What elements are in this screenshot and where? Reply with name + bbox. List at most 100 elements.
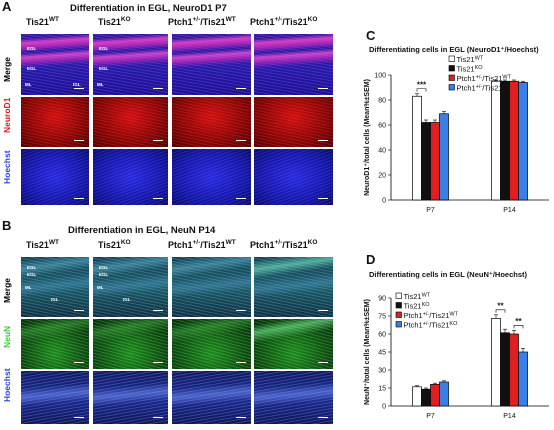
- panel-b-row-label-neun: NeuN: [2, 325, 12, 348]
- ml-label: ML: [97, 285, 104, 290]
- panel-b-column-1: Tis21WT: [26, 239, 59, 250]
- scale-bar: [318, 309, 328, 311]
- egl-label: EGL: [27, 265, 37, 270]
- y-tick-label: 45: [378, 350, 386, 357]
- panel-b-image-merge-1: EGL EGL ML IGL: [20, 256, 90, 318]
- panel-b-image-hoechst-3: [171, 370, 252, 425]
- y-axis-label: NeuroD1⁺/total cells (Mean%±SEM): [363, 79, 371, 196]
- bar: [500, 332, 510, 407]
- bar: [412, 386, 422, 407]
- y-tick-label: 15: [378, 386, 386, 393]
- panel-a-image-merge-3: [171, 33, 252, 96]
- y-tick-label: 90: [378, 296, 386, 303]
- legend-label: Ptch1+/-/Tis21WT: [457, 74, 512, 83]
- scale-bar: [236, 361, 246, 363]
- significance-bracket: [513, 325, 524, 329]
- bar: [491, 80, 501, 201]
- panel-a-column-1: Tis21WT: [26, 16, 59, 27]
- scale-bar: [153, 139, 163, 141]
- panel-b-image-hoechst-4: [253, 370, 334, 425]
- panel-a-image-merge-2: EGL EGL ML: [92, 33, 169, 96]
- bar: [439, 113, 449, 201]
- panel-a-image-neurod1-4: [253, 96, 334, 148]
- scale-bar: [236, 87, 246, 89]
- panel-b-column-3: Ptch1+/-/Tis21WT: [168, 239, 236, 250]
- panel-a-image-hoechst-2: [92, 148, 169, 206]
- bar: [509, 80, 519, 201]
- egl-label: EGL: [27, 66, 37, 71]
- legend-swatch: [448, 74, 455, 81]
- egl-label: EGL: [99, 46, 109, 51]
- panel-b-image-neun-1: [20, 318, 90, 370]
- panel-a-image-merge-4: [253, 33, 334, 96]
- y-tick-label: 75: [378, 314, 386, 321]
- panel-a-image-hoechst-4: [253, 148, 334, 206]
- bar: [439, 381, 449, 407]
- legend-label: Ptch1+/-/Tis21KO: [404, 321, 459, 330]
- panel-b-image-neun-2: [92, 318, 169, 370]
- igl-label: IGL: [123, 297, 131, 302]
- panel-b-image-merge-4: [253, 256, 334, 318]
- panel-a-column-4: Ptch1+/-/Tis21KO: [250, 16, 318, 27]
- panel-a-image-neurod1-1: [20, 96, 90, 148]
- igl-label: IGL: [73, 82, 81, 87]
- bar: [518, 82, 528, 201]
- y-tick-label: 60: [378, 123, 386, 130]
- y-tick-label: 80: [378, 98, 386, 105]
- legend-swatch: [448, 65, 455, 72]
- bar: [430, 122, 440, 201]
- legend-swatch: [448, 55, 455, 62]
- egl-label: EGL: [27, 272, 37, 277]
- egl-label: EGL: [99, 265, 109, 270]
- panel-a-title: Differentiation in EGL, NeuroD1 P7: [70, 3, 227, 14]
- panel-a-row-label-hoechst: Hoechst: [2, 150, 12, 184]
- scale-bar: [318, 139, 328, 141]
- panel-a-image-merge-1: EGL EGL ML IGL: [20, 33, 90, 96]
- ml-label: ML: [25, 285, 32, 290]
- significance-bracket: [416, 88, 427, 92]
- chart-d-title: Differentiating cells in EGL (NeuN⁺/Hoec…: [369, 270, 528, 279]
- ml-label: ML: [97, 82, 104, 87]
- x-tick-label: P14: [503, 413, 516, 420]
- panel-b-title: Differentiation in EGL, NeuN P14: [68, 225, 216, 236]
- panel-b-image-merge-3: [171, 256, 252, 318]
- egl-label: EGL: [99, 272, 109, 277]
- y-axis-label: NeuN⁺/total cells (Mean%±SEM): [363, 299, 371, 405]
- significance-bracket: [495, 309, 506, 313]
- y-tick-label: 100: [374, 73, 386, 80]
- legend-swatch: [395, 321, 402, 328]
- scale-bar: [153, 309, 163, 311]
- bar: [518, 351, 528, 407]
- scale-bar: [236, 309, 246, 311]
- legend-label: Tis21WT: [404, 292, 431, 301]
- bar: [412, 95, 422, 201]
- panel-a-image-hoechst-3: [171, 148, 252, 206]
- panel-a-column-2: Tis21KO: [98, 16, 131, 27]
- scale-bar: [74, 309, 84, 311]
- panel-b-row-label-merge: Merge: [2, 277, 12, 303]
- legend: Tis21WTTis21KOPtch1+/-/Tis21WTPtch1+/-/T…: [395, 292, 459, 330]
- scale-bar: [236, 197, 246, 199]
- panel-a-image-neurod1-2: [92, 96, 169, 148]
- panel-b-image-hoechst-2: [92, 370, 169, 425]
- panel-a-row-label-merge: Merge: [2, 56, 12, 82]
- panel-a-column-3: Ptch1+/-/Tis21WT: [168, 16, 236, 27]
- legend-swatch: [395, 302, 402, 309]
- significance-stars: **: [497, 301, 504, 310]
- scale-bar: [153, 197, 163, 199]
- scale-bar: [74, 139, 84, 141]
- scale-bar: [318, 197, 328, 199]
- panel-a-image-hoechst-1: [20, 148, 90, 206]
- panel-b-column-4: Ptch1+/-/Tis21KO: [250, 239, 318, 250]
- bar: [421, 122, 431, 201]
- scale-bar: [318, 87, 328, 89]
- legend-label: Ptch1+/-/Tis21WT: [404, 311, 459, 320]
- egl-label: EGL: [27, 46, 37, 51]
- panel-a-letter: A: [2, 0, 12, 14]
- scale-bar: [153, 416, 163, 418]
- panel-b-image-hoechst-1: [20, 370, 90, 425]
- chart-c: NeuroD1⁺/total cells (Mean%±SEM) 0 20 40 60 8…: [363, 55, 549, 214]
- panel-c-letter: C: [366, 28, 376, 43]
- panel-a-row-label-neurod1: NeuroD1: [2, 97, 12, 133]
- scale-bar: [74, 197, 84, 199]
